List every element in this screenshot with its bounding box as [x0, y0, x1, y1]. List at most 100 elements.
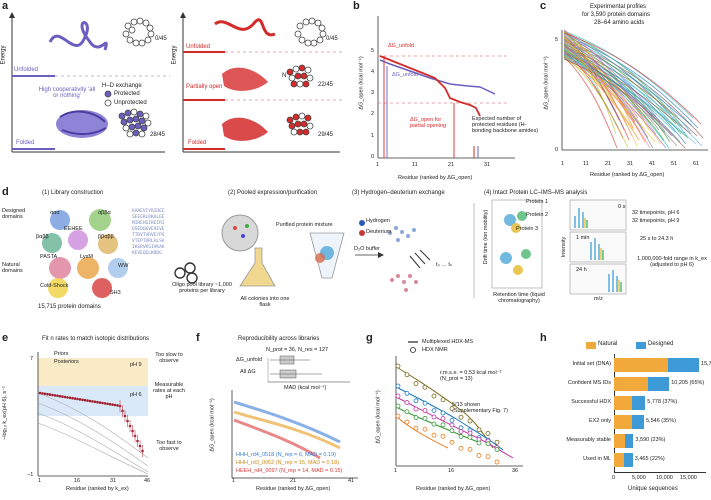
- svg-text:MIREHGIREIRI: MIREHGIREIRI: [132, 220, 165, 226]
- c-profile-line: [563, 48, 676, 133]
- e-too-slow: Too slow to observe: [155, 352, 183, 364]
- e-legend-priors: Priors: [54, 351, 69, 357]
- g-nmr-point: [449, 439, 455, 445]
- e-posterior-point: [93, 400, 97, 404]
- g-nmr-point: [395, 383, 401, 389]
- h-category-label: Successful HDX: [571, 399, 611, 405]
- g-xlabel: Residue (ranked by ΔG_open): [416, 486, 491, 492]
- h-category-label: Used in ML: [583, 456, 611, 462]
- d-domain-cold-shock: Cold-Shock: [40, 283, 69, 289]
- h-category-label: Confident MS IDs: [567, 380, 611, 386]
- e-posterior-point: [76, 397, 79, 401]
- d-lcms-art: [491, 199, 627, 295]
- d-intensity: Intensity: [561, 236, 568, 258]
- d-protein1: Protein 1: [526, 199, 549, 205]
- d-domain-pasta: PASTA: [40, 254, 58, 260]
- a-left-folded: Folded: [16, 140, 35, 146]
- h-axis-x: [614, 472, 706, 473]
- e-posterior-point: [71, 396, 74, 400]
- c-xtick-4: 41: [649, 161, 656, 167]
- f-xtick-4: 21: [290, 478, 297, 484]
- c-xlabel: Residue (ranked by ΔG_open): [590, 172, 665, 178]
- h-bar-natural: [614, 434, 625, 448]
- h-xtick-1: 5,000: [632, 475, 646, 481]
- e-posterior-point: [111, 403, 114, 406]
- svg-text:SEEEKLRKALEE: SEEEKLRKALEE: [132, 214, 165, 220]
- d-hydrogen: Hydrogen: [366, 218, 390, 224]
- e-posterior-point: [96, 400, 99, 404]
- d-domain-sh3: SH3: [110, 290, 121, 296]
- h-bar-natural: [614, 396, 633, 410]
- h-axis: [614, 354, 615, 472]
- svg-text:KAAEVIYRIDEE: KAAEVIYRIDEE: [132, 208, 165, 214]
- e-posterior-point: [88, 399, 92, 403]
- e-measurable: Measurable rates at each pH: [153, 382, 185, 400]
- c-profile-line: [563, 57, 697, 145]
- c-profile-line: [563, 50, 654, 149]
- panel-c-letter: c: [540, 0, 547, 12]
- h-value-label: 3,590 (23%): [635, 437, 666, 443]
- g-xtick-3: 16: [448, 468, 455, 474]
- g-nmr-point: [413, 425, 419, 431]
- e-posterior-point: [103, 402, 107, 405]
- c-profile-line: [563, 47, 687, 145]
- g-nmr-point: [422, 426, 428, 432]
- g-nmr-point: [395, 363, 401, 369]
- g-nmr-point: [476, 440, 482, 446]
- g-nmr-point: [395, 393, 401, 399]
- panel-a-diagram: [9, 12, 345, 153]
- a-right-energy: Energy: [171, 45, 178, 65]
- g-nmr-point: [467, 430, 473, 436]
- d-designed: Designed domains: [2, 208, 26, 220]
- h-bar-designed: [631, 415, 644, 429]
- g-nmr-point: [404, 372, 410, 378]
- e-posterior-point: [101, 401, 104, 405]
- a-left-unfolded: Unfolded: [14, 67, 39, 73]
- f-all-dg: All ΔG: [240, 369, 256, 375]
- panel-b-letter: b: [353, 0, 360, 12]
- svg-text:QSEDGKVEVEVE: QSEDGKVEVEVE: [132, 226, 165, 232]
- e-posterior-point: [63, 395, 67, 399]
- g-legend-line: Multiplexed HDX-MS: [422, 339, 474, 345]
- svg-text:IKSRVKSIVKAK: IKSRVKSIVKAK: [132, 244, 165, 250]
- g-nmr-point: [413, 381, 419, 386]
- d-info2: 32 timepoints, pH 9: [632, 218, 680, 224]
- c-xtick-1: 11: [583, 161, 589, 167]
- panel-h-letter: h: [540, 332, 547, 344]
- g-nmr-point: [440, 422, 446, 428]
- b-xtick-0: 1: [376, 162, 380, 168]
- g-nmr-point: [422, 384, 428, 390]
- h-bar-designed: [624, 453, 633, 467]
- c-profile-line: [563, 32, 702, 125]
- c-xtick-3: 31: [627, 161, 634, 167]
- b-xtick-2: 21: [448, 162, 455, 168]
- panel-a-letter: a: [2, 0, 9, 12]
- g-nmr-point: [449, 406, 455, 411]
- d-protein2: Protein 2: [526, 212, 549, 218]
- c-ytick-5: 5: [555, 37, 559, 43]
- h-xtick-3: 15,000: [680, 475, 697, 481]
- e-legend-posteriors: Posteriors: [54, 359, 79, 365]
- d-domain-abba: αββα: [98, 210, 111, 216]
- e-posterior-point: [113, 403, 117, 407]
- h-value-label: 5,546 (35%): [646, 418, 676, 424]
- e-posterior-point: [83, 398, 87, 402]
- c-profile-line: [563, 46, 638, 147]
- c-profile-line: [563, 58, 686, 149]
- h-category-label: Initial set (DNA): [572, 361, 611, 367]
- g-nmr-point: [467, 447, 473, 452]
- g-nmr-point: [440, 416, 446, 421]
- c-xtick-6: 61: [693, 161, 700, 167]
- c-title2: for 3,590 protein domains: [582, 12, 651, 18]
- e-posterior-point: [53, 394, 57, 397]
- h-bar-natural: [614, 377, 649, 391]
- h-bar-designed: [668, 358, 700, 372]
- h-xtick-0: 0: [612, 475, 616, 481]
- e-ytick-0: −1: [27, 472, 34, 478]
- h-bar-natural: [614, 415, 632, 429]
- h-xlabel: Unique sequences: [628, 486, 678, 492]
- b-ytick-1: 1: [371, 133, 375, 139]
- b-xlabel: Residue (ranked by ΔG_open): [398, 175, 473, 181]
- g-rmse: r.m.s.e. = 0.53 kcal mol⁻¹ (N_prot = 13): [440, 370, 502, 382]
